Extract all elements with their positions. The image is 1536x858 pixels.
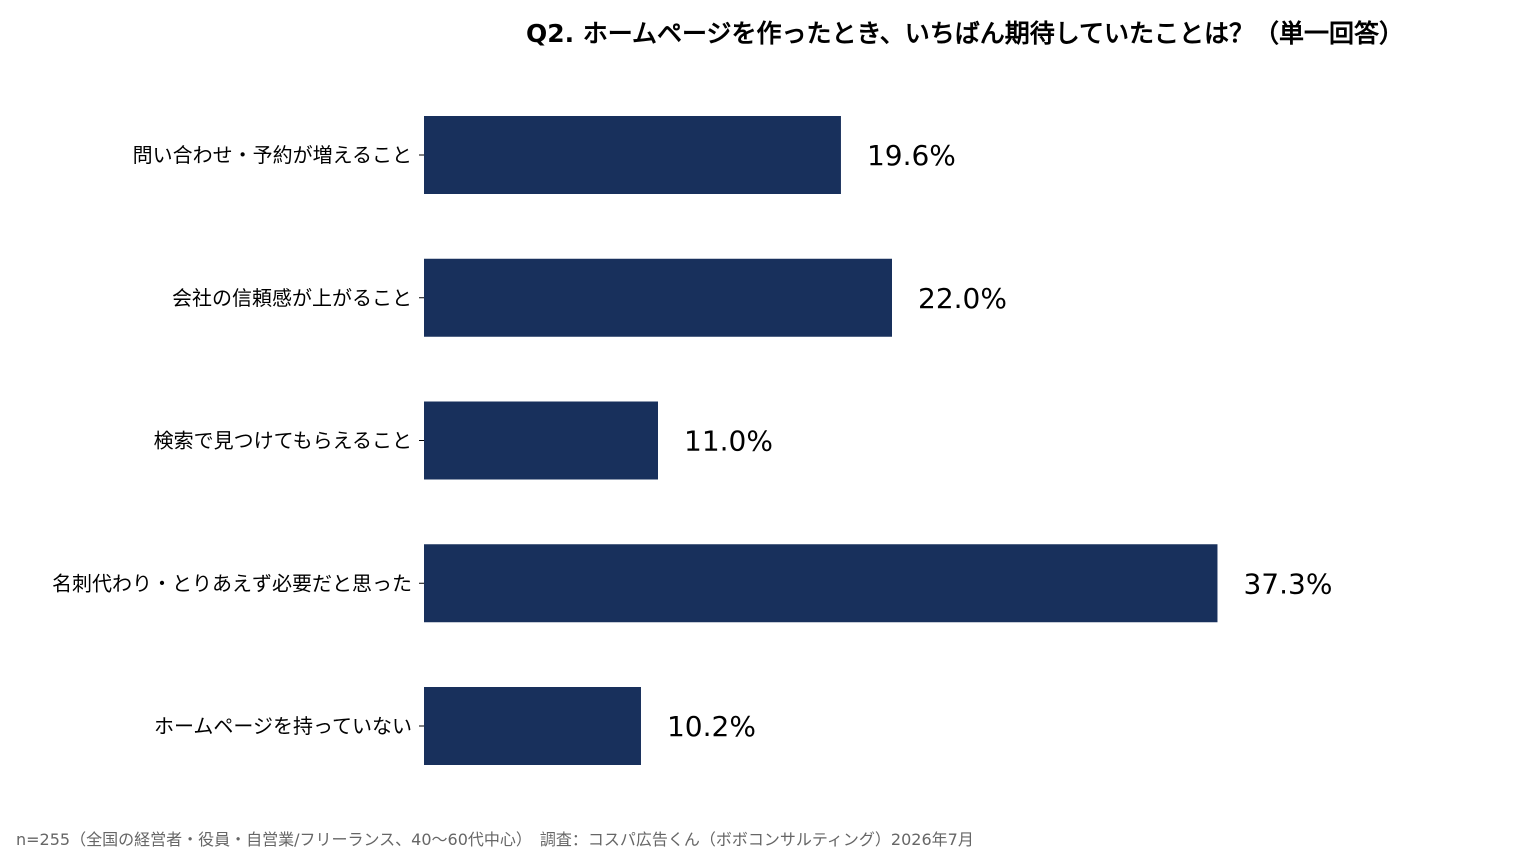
category-label-4: ホームページを持っていない [154, 714, 412, 738]
value-label-3: 37.3% [1243, 567, 1332, 600]
value-label-2: 11.0% [684, 425, 773, 458]
bar-1 [424, 258, 892, 337]
value-label-4: 10.2% [667, 710, 756, 743]
bar-2 [424, 401, 658, 480]
chart-title: Q2. ホームページを作ったとき、いちばん期待していたことは？（単一回答） [526, 19, 1404, 48]
bar-4 [424, 687, 641, 765]
category-label-2: 検索で見つけてもらえること [154, 429, 412, 453]
value-label-1: 22.0% [918, 282, 1007, 315]
bars-layer: 問い合わせ・予約が増えること 19.6% 会社の信頼感が上がること 22.0% 検索で見… [52, 116, 1332, 765]
survey-footnote: n=255（全国の経営者・役員・自営業/フリーランス、40〜60代中心） 調査：… [16, 830, 974, 849]
category-label-0: 問い合わせ・予約が増えること [133, 143, 412, 167]
bar-0 [424, 116, 841, 194]
category-label-3: 名刺代わり・とりあえず必要だと思った [52, 571, 412, 595]
category-label-1: 会社の信頼感が上がること [172, 286, 412, 310]
value-label-0: 19.6% [867, 139, 956, 172]
bar-3 [424, 544, 1218, 623]
